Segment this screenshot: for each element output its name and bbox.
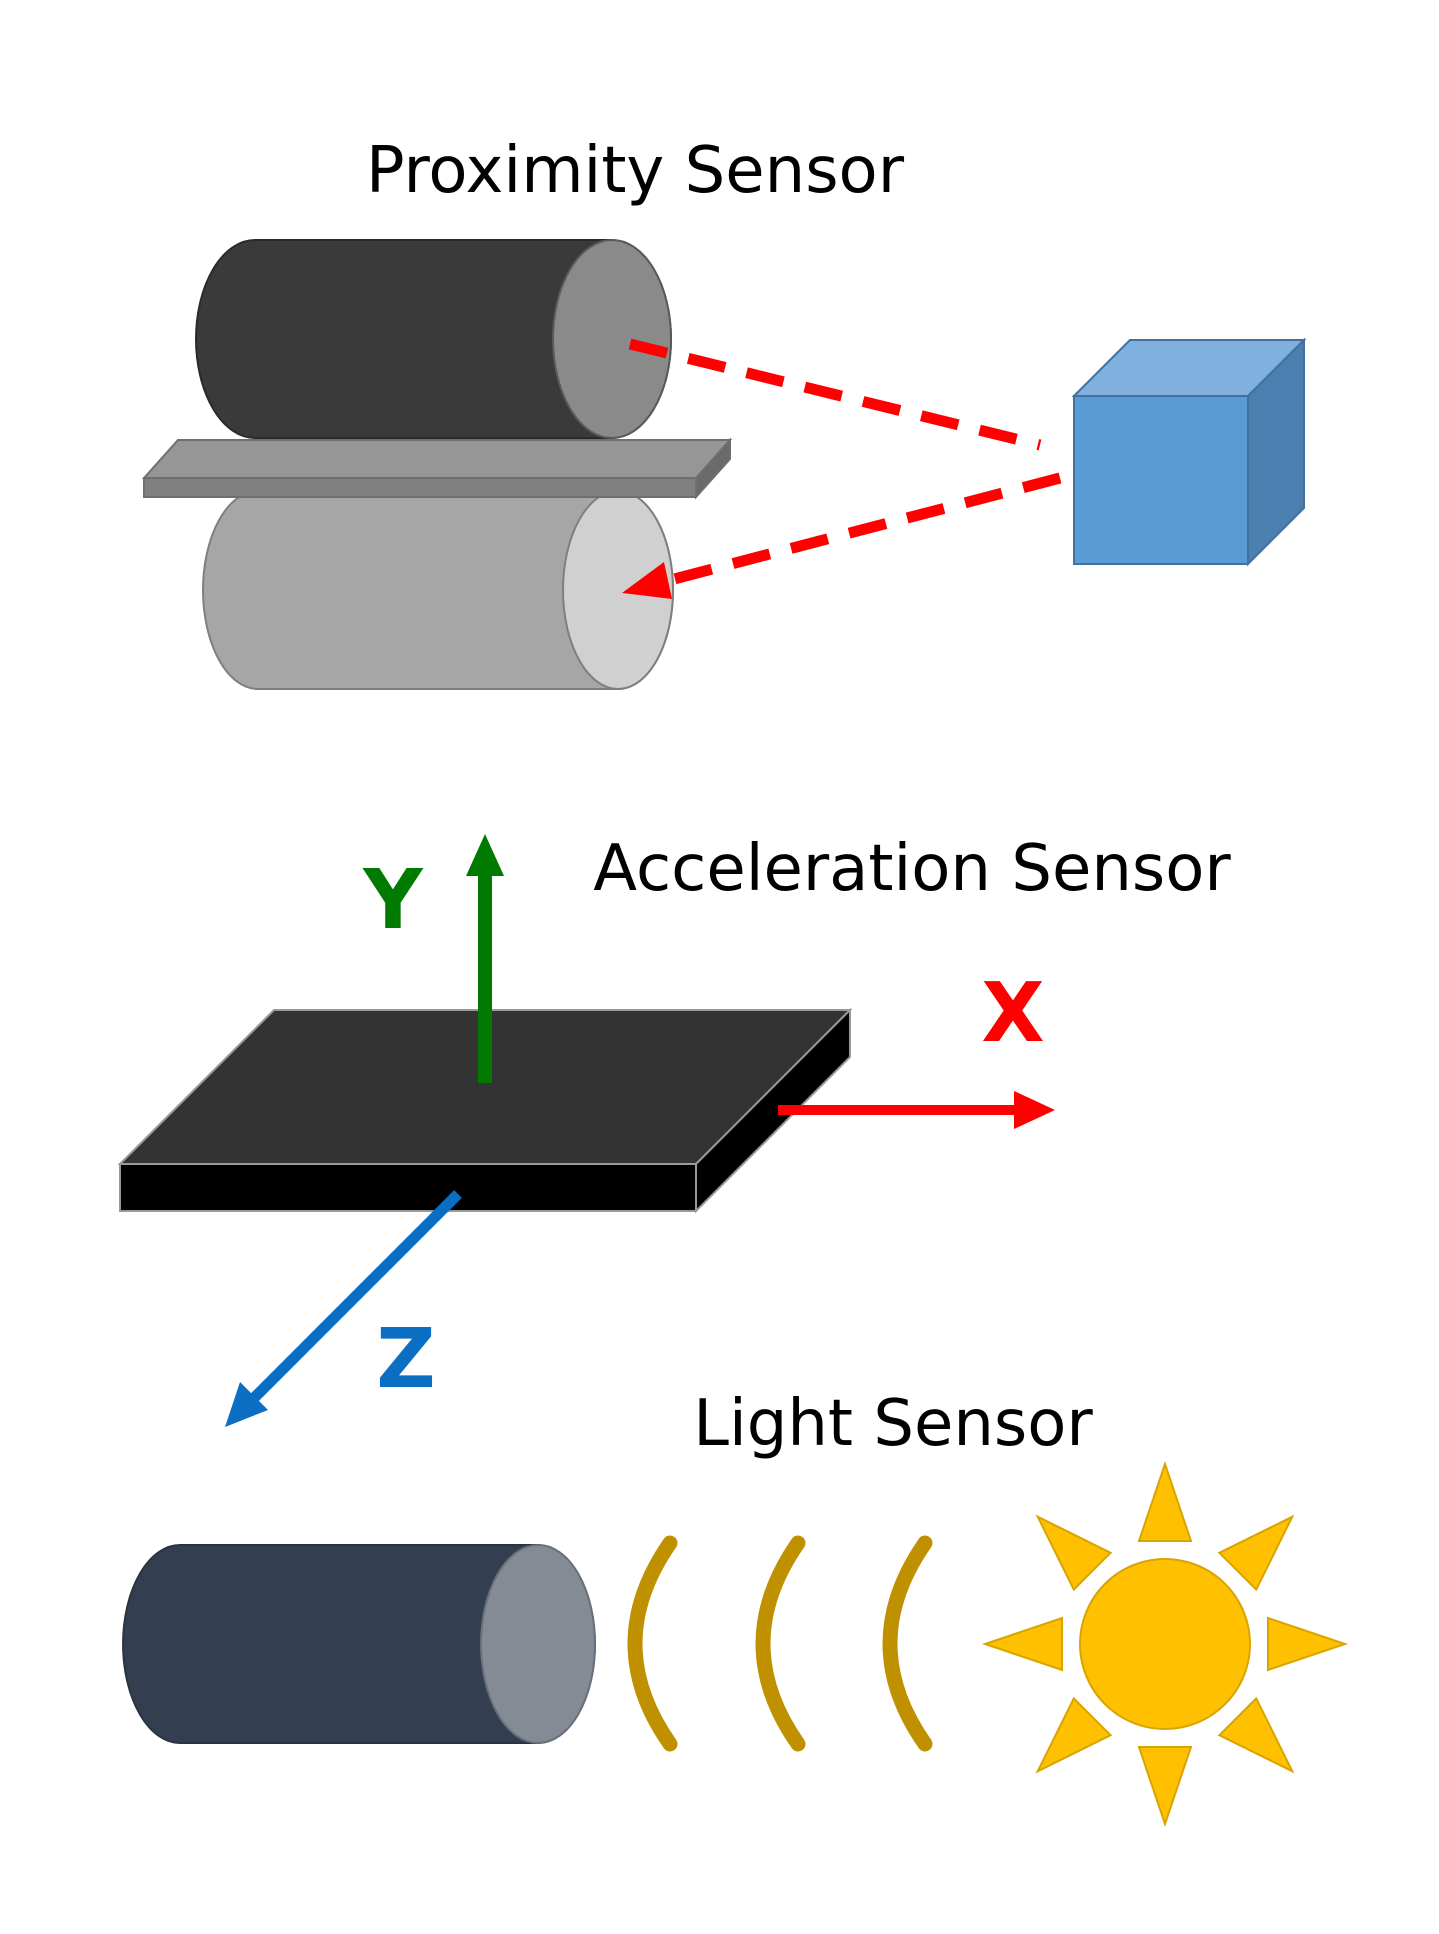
sun-ray: [1035, 1514, 1113, 1592]
sun-ray: [1267, 1616, 1349, 1672]
sun-icon: [981, 1460, 1349, 1828]
rollers-icon: [141, 239, 733, 690]
sun-ray: [1217, 1696, 1295, 1774]
reflected-beam-arrowhead: [622, 562, 672, 599]
proximity-sensor-title: Proximity Sensor: [366, 134, 905, 208]
light-sensor-title: Light Sensor: [693, 1387, 1093, 1461]
y-axis-arrow: [466, 834, 504, 1083]
sun-ray: [1137, 1746, 1193, 1828]
light-waves-icon: [627, 1535, 933, 1752]
x-axis-label: X: [981, 966, 1044, 1061]
cylinder-sensor-icon: [122, 1544, 596, 1744]
sun-ray: [1137, 1460, 1193, 1542]
sun-ray: [1217, 1514, 1295, 1592]
y-axis-label: Y: [362, 853, 424, 948]
sun-ray: [1035, 1696, 1113, 1774]
top-roller: [195, 239, 672, 439]
reflected-beam: [653, 472, 1062, 590]
plate: [141, 437, 733, 500]
x-axis-arrow: [778, 1091, 1055, 1129]
sun-ray: [981, 1616, 1063, 1672]
z-axis-label: Z: [376, 1312, 435, 1407]
cube-icon: [1071, 337, 1307, 567]
z-axis-arrow: [225, 1190, 462, 1427]
emitted-beam: [628, 338, 1042, 451]
bottom-roller: [202, 490, 674, 690]
accelerometer-board-icon: [117, 1007, 853, 1214]
acceleration-sensor-title: Acceleration Sensor: [593, 832, 1231, 906]
